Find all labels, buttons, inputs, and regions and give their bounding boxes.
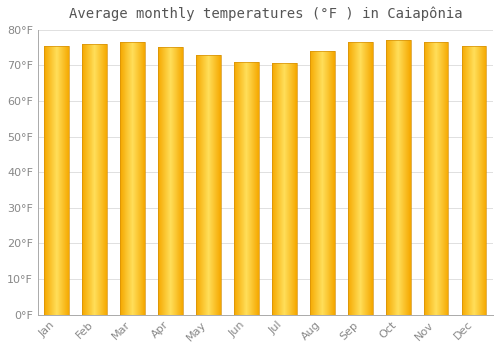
Bar [82,44,107,315]
Title: Average monthly temperatures (°F ) in Caiapônia: Average monthly temperatures (°F ) in Ca… [68,7,462,21]
Bar [196,55,221,315]
Bar [44,46,69,315]
Bar [348,42,372,315]
Bar [120,42,145,315]
Bar [424,42,448,315]
Bar [462,46,486,315]
Bar [158,47,183,315]
Bar [386,40,410,315]
Bar [310,51,334,315]
Bar [234,62,259,315]
Bar [272,63,296,315]
